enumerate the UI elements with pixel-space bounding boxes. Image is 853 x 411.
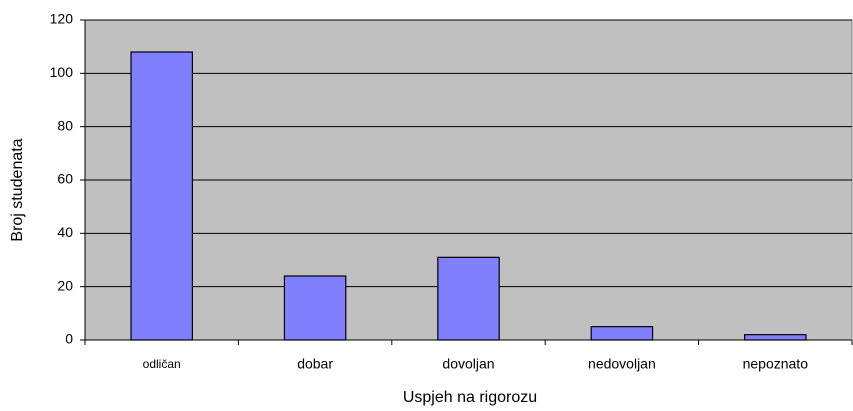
x-tick-label: odličan [143, 357, 181, 371]
y-tick-label: 40 [57, 224, 73, 240]
y-axis-title: Broj studenata [9, 138, 26, 241]
y-tick-label: 60 [57, 171, 73, 187]
y-tick-label: 100 [50, 64, 74, 80]
bar [437, 256, 500, 341]
y-tick-label: 80 [57, 117, 73, 133]
x-tick-label: nepoznato [743, 356, 809, 372]
x-axis-title: Uspjeh na rigorozu [403, 389, 537, 406]
x-tick-label: dobar [297, 356, 333, 372]
y-tick-label: 120 [50, 11, 74, 27]
y-tick-label: 20 [57, 277, 73, 293]
x-tick-label: dovoljan [442, 356, 494, 372]
bar [590, 326, 654, 341]
x-tick-label: nedovoljan [588, 356, 656, 372]
bar [283, 275, 347, 341]
y-tick-label: 0 [65, 331, 73, 347]
bar [130, 51, 193, 341]
bar [744, 334, 807, 341]
